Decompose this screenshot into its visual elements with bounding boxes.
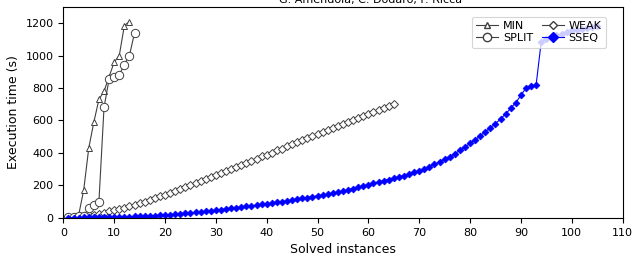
Legend: MIN, SPLIT, WEAK, SSEQ: MIN, SPLIT, WEAK, SSEQ (472, 17, 606, 48)
X-axis label: Solved instances: Solved instances (290, 243, 396, 256)
Text: G. Amendola, C. Dodaro, F. Ricca: G. Amendola, C. Dodaro, F. Ricca (279, 0, 463, 5)
Y-axis label: Execution time (s): Execution time (s) (7, 55, 20, 169)
